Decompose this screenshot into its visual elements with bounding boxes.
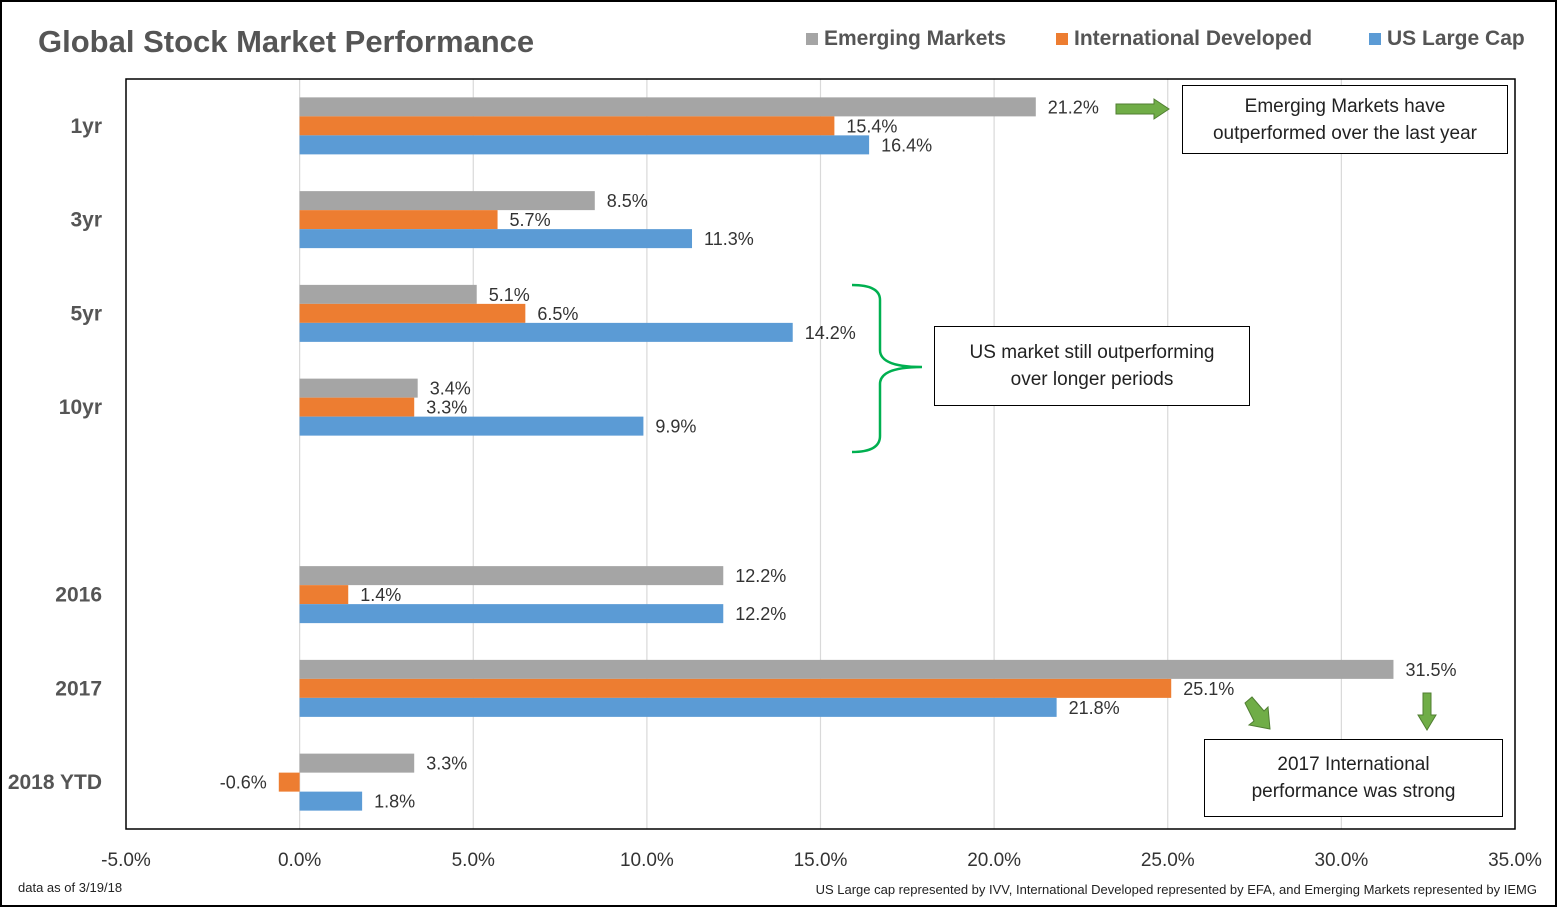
legend-swatch-us-large-cap: [1369, 33, 1381, 45]
category-label: 1yr: [70, 115, 102, 138]
legend-item-us-large-cap: US Large Cap: [1369, 27, 1525, 50]
callout-international-2017-text: 2017 International performance was stron…: [1252, 751, 1456, 805]
bar: [299, 97, 1036, 117]
bar: [299, 659, 1394, 679]
data-label: 5.7%: [510, 210, 551, 230]
data-label: -0.6%: [220, 773, 267, 793]
green-down-arrow-icon: [1417, 692, 1437, 731]
plot-area-border: [125, 78, 1516, 830]
data-label: 12.2%: [735, 604, 786, 624]
bar: [299, 604, 724, 624]
footnote-sources: US Large cap represented by IVV, Interna…: [815, 882, 1537, 897]
bar: [299, 229, 693, 249]
data-label: 25.1%: [1183, 679, 1234, 699]
category-label: 2017: [55, 677, 102, 700]
bar: [299, 585, 349, 605]
legend-label-emerging-markets: Emerging Markets: [824, 27, 1007, 50]
x-tick-label: -5.0%: [101, 850, 151, 871]
category-label: 10yr: [59, 396, 102, 419]
data-label: 1.4%: [360, 585, 401, 605]
legend-label-us-large-cap: US Large Cap: [1387, 27, 1525, 50]
bar: [299, 284, 477, 304]
bar: [299, 416, 644, 436]
data-label: 11.3%: [704, 229, 754, 249]
category-label: 5yr: [70, 302, 102, 325]
category-label: 2016: [55, 584, 102, 607]
data-label: 3.4%: [430, 379, 471, 399]
bar: [299, 397, 415, 417]
data-label: 9.9%: [655, 417, 696, 437]
data-label: 31.5%: [1405, 660, 1456, 680]
bar: [299, 697, 1057, 717]
data-label: 6.5%: [537, 304, 578, 324]
bar: [299, 116, 835, 136]
x-tick-label: 5.0%: [452, 850, 495, 871]
data-label: 3.3%: [426, 754, 467, 774]
green-brace-icon: [851, 283, 923, 454]
bar: [299, 753, 415, 773]
bar: [299, 322, 793, 342]
bar: [299, 678, 1172, 698]
callout-international-2017-line-2: performance was strong: [1251, 781, 1456, 802]
callout-emerging-markets-text: Emerging Markets have outperformed over …: [1213, 93, 1477, 147]
x-tick-label: 35.0%: [1488, 850, 1542, 871]
bar: [299, 191, 595, 211]
data-label: 8.5%: [607, 191, 648, 211]
data-label: 16.4%: [881, 135, 932, 155]
data-label: 21.2%: [1048, 97, 1099, 117]
x-tick-label: 10.0%: [620, 850, 674, 871]
x-tick-label: 20.0%: [967, 850, 1021, 871]
chart-title: Global Stock Market Performance: [38, 24, 535, 59]
callout-us-market-line-1: US market still outperforming: [969, 342, 1215, 363]
x-tick-label: 30.0%: [1314, 850, 1368, 871]
axes: -5.0% 0.0% 5.0% 10.0% 15.0% 20.0% 25.0% 30.0% 35…: [8, 78, 1542, 871]
callout-us-market-text: US market still outperforming over longe…: [970, 339, 1215, 393]
callout-international-2017: 2017 International performance was stron…: [1204, 739, 1503, 817]
data-label: 1.8%: [374, 792, 415, 812]
legend-item-emerging-markets: Emerging Markets: [806, 27, 1007, 50]
data-label: 5.1%: [489, 285, 530, 305]
callout-emerging-markets-line-1: Emerging Markets have: [1244, 95, 1446, 117]
bar: [299, 791, 363, 811]
bar: [299, 135, 870, 155]
x-tick-label: 15.0%: [794, 850, 848, 871]
data-labels: 21.2% 15.4%16.4% 8.5% 5.7% 11.3% 5.1% 6.5% 14.2…: [220, 97, 1457, 811]
data-label: 12.2%: [735, 566, 786, 586]
x-tick-label: 0.0%: [278, 850, 321, 871]
data-label: 14.2%: [805, 323, 856, 343]
callout-international-2017-line-1: 2017 International: [1277, 754, 1430, 775]
data-label: 15.4%: [846, 116, 897, 136]
bar: [299, 378, 418, 398]
callout-emerging-markets: Emerging Markets have outperformed over …: [1182, 85, 1508, 154]
bar: [299, 210, 498, 230]
bar: [299, 303, 526, 323]
x-tick-label: 25.0%: [1141, 850, 1195, 871]
footnote-data-date: data as of 3/19/18: [18, 880, 123, 895]
data-label: 3.3%: [426, 398, 467, 418]
green-right-arrow-icon: [1115, 98, 1170, 120]
legend-swatch-emerging-markets: [806, 33, 818, 45]
legend-swatch-international-developed: [1056, 33, 1068, 45]
data-label: 21.8%: [1069, 698, 1120, 718]
category-label: 2018 YTD: [8, 771, 102, 794]
legend-label-international-developed: International Developed: [1074, 27, 1313, 50]
bars: [278, 97, 1394, 811]
category-label: 3yr: [70, 209, 102, 232]
callout-us-market: US market still outperforming over longe…: [934, 326, 1250, 406]
green-diagonal-arrow-icon: [1244, 696, 1271, 730]
annotations: [851, 98, 1437, 731]
callout-us-market-line-2: over longer periods: [1010, 369, 1174, 390]
callout-emerging-markets-line-2: outperformed over the last year: [1212, 122, 1478, 144]
legend-item-international-developed: International Developed: [1056, 27, 1313, 50]
bar: [278, 772, 300, 792]
bar: [299, 566, 724, 586]
